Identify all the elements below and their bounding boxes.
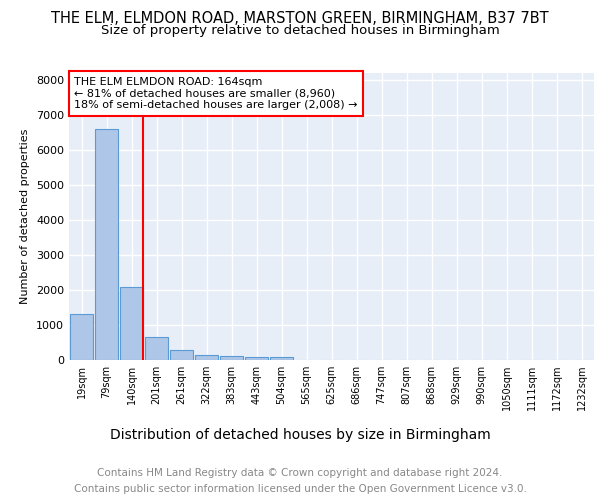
Bar [170,350,193,360]
Text: Size of property relative to detached houses in Birmingham: Size of property relative to detached ho… [101,24,499,37]
Y-axis label: Number of detached properties: Number of detached properties [20,128,31,304]
Bar [145,337,168,360]
Bar [195,355,218,360]
Text: THE ELM, ELMDON ROAD, MARSTON GREEN, BIRMINGHAM, B37 7BT: THE ELM, ELMDON ROAD, MARSTON GREEN, BIR… [51,11,549,26]
Text: THE ELM ELMDON ROAD: 164sqm
← 81% of detached houses are smaller (8,960)
18% of : THE ELM ELMDON ROAD: 164sqm ← 81% of det… [74,77,358,110]
Bar [270,357,293,360]
Bar [245,357,268,360]
Bar [70,314,93,360]
Text: Contains HM Land Registry data © Crown copyright and database right 2024.: Contains HM Land Registry data © Crown c… [97,468,503,477]
Text: Contains public sector information licensed under the Open Government Licence v3: Contains public sector information licen… [74,484,526,494]
Bar [95,128,118,360]
Bar [120,287,143,360]
Bar [220,356,243,360]
Text: Distribution of detached houses by size in Birmingham: Distribution of detached houses by size … [110,428,490,442]
